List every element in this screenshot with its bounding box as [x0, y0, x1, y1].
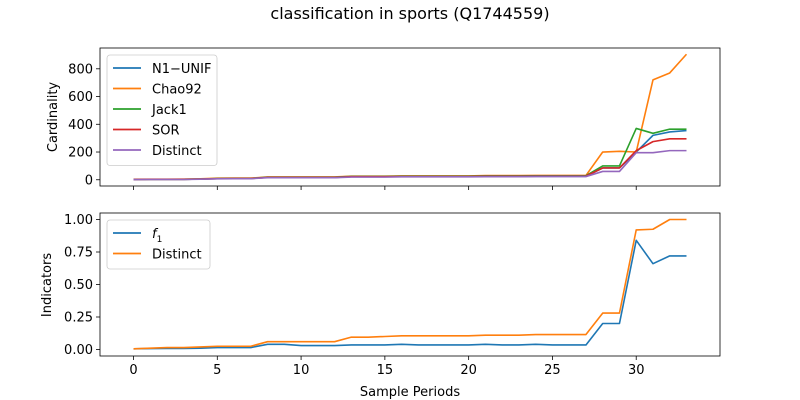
x-tick-label: 5	[213, 363, 221, 378]
cardinality-series-line	[133, 149, 687, 181]
cardinality-axes-frame	[99, 47, 721, 187]
cardinality-tick-labels: 0 200 400 600 800	[68, 62, 93, 188]
cardinality-tick-marks	[96, 68, 637, 190]
indicators-legend-label: Distinct	[152, 248, 202, 263]
cardinality-plot: 0 200 400 600 800 Cardinality N1−UNIF Chao92 J…	[46, 47, 721, 190]
y-tick-label: 0.25	[64, 311, 93, 326]
y-tick-label: 1.00	[64, 213, 93, 228]
cardinality-legend-box	[106, 54, 218, 166]
indicators-legend: f1 Distinct	[106, 219, 211, 270]
y-tick-label: 0.75	[64, 246, 93, 261]
cardinality-legend: N1−UNIF Chao92 Jack1 SOR Distinct	[106, 54, 218, 166]
cardinality-series	[133, 53, 688, 181]
y-tick-label: 800	[68, 62, 93, 77]
x-tick-label: 0	[129, 363, 137, 378]
y-tick-label: 0.50	[64, 278, 93, 293]
cardinality-legend-label: N1−UNIF	[152, 62, 211, 77]
x-tick-label: 25	[544, 363, 561, 378]
cardinality-legend-label: Chao92	[152, 83, 202, 98]
indicators-ylabel: Indicators	[40, 253, 55, 317]
y-tick-label: 0.00	[64, 343, 93, 358]
figure-title: classification in sports (Q1744559)	[270, 4, 549, 23]
indicators-series	[133, 218, 687, 350]
x-axis-label: Sample Periods	[360, 385, 460, 400]
x-tick-label: 15	[377, 363, 394, 378]
y-tick-label: 600	[68, 90, 93, 105]
cardinality-ylabel: Cardinality	[46, 82, 61, 153]
x-tick-label: 20	[460, 363, 477, 378]
y-tick-label: 0	[85, 173, 93, 188]
cardinality-legend-label: Jack1	[151, 103, 187, 118]
indicators-tick-labels: 0 5 10 15 20 25 30 0.00 0.25 0.50 0.75 1.00	[64, 213, 644, 378]
indicators-series-line	[133, 218, 687, 350]
x-tick-label: 30	[628, 363, 645, 378]
cardinality-legend-label: SOR	[152, 124, 180, 139]
indicators-series-line	[133, 239, 687, 350]
indicators-plot: 0 5 10 15 20 25 30 0.00 0.25 0.50 0.75 1.00 Indicat…	[40, 212, 721, 378]
y-tick-label: 200	[68, 146, 93, 161]
indicators-tick-marks	[96, 219, 637, 360]
x-tick-label: 10	[293, 363, 310, 378]
indicators-legend-label: f1	[152, 227, 162, 245]
y-tick-label: 400	[68, 118, 93, 133]
cardinality-legend-label: Distinct	[152, 144, 202, 159]
